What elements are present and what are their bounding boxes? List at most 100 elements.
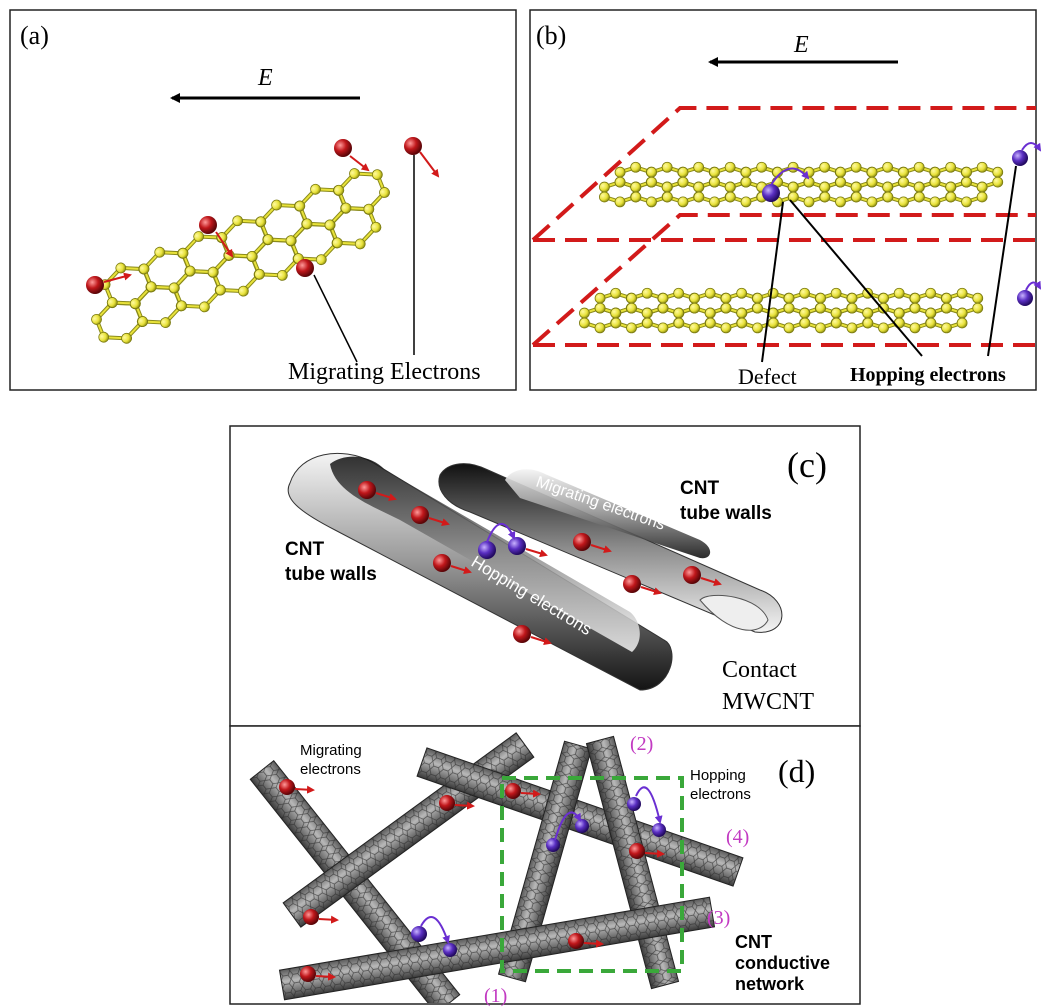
lattice-a-row-2 <box>99 168 390 309</box>
pointer-a-1 <box>313 274 358 363</box>
electron-d-5 <box>303 909 319 925</box>
cnt-left-line1: CNT <box>285 539 324 560</box>
panel-b: (b) E Defect Hopping electrons <box>529 9 1042 391</box>
lattice-a-body <box>91 168 390 344</box>
defect-planes <box>531 106 1036 347</box>
junction-3: (3) <box>707 907 730 929</box>
annotation-hopping-b: Hopping electrons <box>850 364 1006 386</box>
electron-c-arrow-3 <box>450 565 472 575</box>
lattice-b-top <box>599 161 1004 208</box>
field-label-b: E <box>793 32 809 58</box>
electron-a-1 <box>86 276 104 294</box>
electron-d-7 <box>568 933 584 949</box>
panel-a: (a) E Migrating Electrons <box>9 9 517 391</box>
electron-d-arrow-2 <box>454 801 475 810</box>
hop-c-1 <box>486 523 516 543</box>
field-label-a: E <box>257 65 273 91</box>
electron-c-arrow-5 <box>590 544 612 554</box>
electron-d-1 <box>279 779 295 795</box>
electron-d-arrow-6 <box>315 972 336 981</box>
panel-a-label: (a) <box>20 21 49 50</box>
hop-d-1 <box>635 786 663 824</box>
panel-c: (c) Hopping electrons Migrating electron… <box>229 425 861 727</box>
migrating-d-line2: electrons <box>300 761 361 778</box>
cnt-right-line1: CNT <box>680 478 719 499</box>
hop-c-arrow <box>525 548 548 558</box>
electron-c-5 <box>573 533 591 551</box>
electron-c-1 <box>358 481 376 499</box>
graphene-lattice-a <box>91 168 390 344</box>
hopping-d-line1: Hopping <box>690 767 746 784</box>
junction-4: (4) <box>726 826 749 848</box>
electron-d-4 <box>629 843 645 859</box>
electron-b-defect <box>762 184 780 202</box>
network-line2: conductive <box>735 953 830 973</box>
electron-d-hop-6 <box>443 943 457 957</box>
lattice-b-bottom <box>579 287 984 334</box>
electron-a-2 <box>199 216 217 234</box>
electron-a-3 <box>296 259 314 277</box>
panel-b-label: (b) <box>536 21 566 50</box>
hop-d-3 <box>420 916 450 944</box>
electron-d-hop-4 <box>575 819 589 833</box>
migrating-electrons-a <box>86 137 440 294</box>
electron-d-hop-2 <box>652 823 666 837</box>
cnt-right-line2: tube walls <box>680 503 772 524</box>
pointer-b-hop-2 <box>987 165 1017 357</box>
electron-c-4 <box>513 625 531 643</box>
electron-c-arrow-7 <box>700 577 722 587</box>
electron-d-arrow-1 <box>294 785 315 794</box>
panel-a-frame <box>9 9 517 391</box>
electron-c-7 <box>683 566 701 584</box>
cnt-left-line2: tube walls <box>285 564 377 585</box>
cnt-rods-d <box>249 732 744 1003</box>
electron-a-arrow-2 <box>215 231 234 258</box>
electron-d-arrow-5 <box>318 915 339 924</box>
pointer-b-defect <box>761 201 784 363</box>
electron-c-hop-1 <box>478 541 496 559</box>
electron-d-arrow-3 <box>520 789 541 798</box>
hop-d-2 <box>554 811 581 841</box>
junction-1: (1) <box>484 985 507 1007</box>
panel-c-label: (c) <box>787 445 827 485</box>
electron-c-6 <box>623 575 641 593</box>
electron-c-arrow-1 <box>375 492 397 502</box>
electron-a-4 <box>334 139 352 157</box>
electron-d-hop-3 <box>546 838 560 852</box>
contact-line1: Contact <box>722 657 797 683</box>
rod-d-6 <box>278 896 716 1001</box>
rod-d-4 <box>497 740 593 983</box>
migrating-d-line1: Migrating <box>300 742 362 759</box>
electron-b-3 <box>1017 290 1033 306</box>
electron-d-6 <box>300 966 316 982</box>
junction-2: (2) <box>630 733 653 755</box>
contact-line2: MWCNT <box>722 689 814 715</box>
electron-d-2 <box>439 795 455 811</box>
electron-d-hop-5 <box>411 926 427 942</box>
electron-b-2 <box>1012 150 1028 166</box>
electron-c-arrow-2 <box>428 517 450 527</box>
hop-b-3 <box>1025 280 1042 291</box>
hop-b-1 <box>770 167 810 186</box>
panel-d-label: (d) <box>778 753 815 789</box>
hopping-electrons-b <box>762 142 1042 306</box>
electrons-d <box>279 779 666 982</box>
electrons-c <box>358 481 722 646</box>
pointer-b-hop-1 <box>789 199 923 357</box>
electron-c-hop-2 <box>508 537 526 555</box>
electron-d-arrow-4 <box>644 849 665 858</box>
network-line3: network <box>735 974 805 994</box>
electron-c-3 <box>433 554 451 572</box>
hop-b-2 <box>1021 142 1042 152</box>
electron-a-arrow-4 <box>419 151 440 178</box>
electron-a-arrow-1 <box>103 272 132 283</box>
junction-dashed-box <box>500 776 684 973</box>
electron-d-3 <box>505 783 521 799</box>
annotation-defect: Defect <box>738 364 797 389</box>
electron-d-hop-1 <box>627 797 641 811</box>
electron-a-arrow-3 <box>349 155 370 172</box>
electron-c-arrow-6 <box>640 586 662 596</box>
hopping-d-line2: electrons <box>690 786 751 803</box>
electron-a-5 <box>404 137 422 155</box>
